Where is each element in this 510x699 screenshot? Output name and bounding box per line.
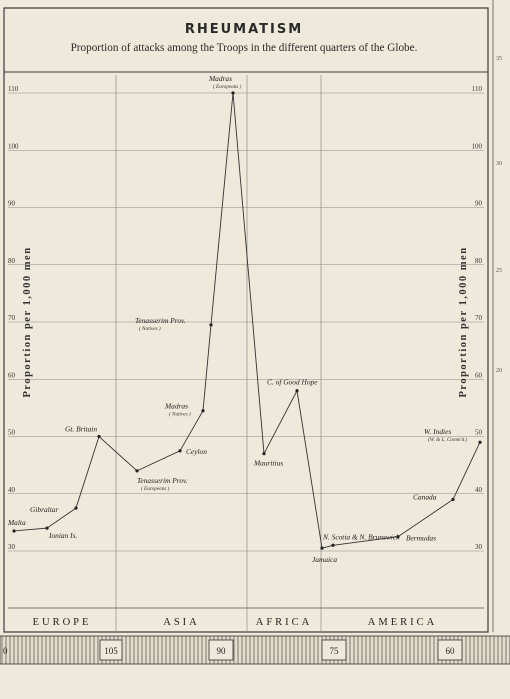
- y-tick-label-left: 110: [8, 85, 19, 93]
- y-tick-label-left: 70: [8, 314, 16, 322]
- data-point: [295, 389, 299, 393]
- y-tick-label-left: 30: [8, 543, 16, 551]
- point-label: N. Scotia & N. Brunswick: [322, 532, 400, 541]
- margin-number: 30: [496, 161, 502, 167]
- y-tick-label-right: 40: [475, 486, 483, 494]
- y-tick-label-right: 100: [472, 142, 483, 150]
- data-point: [231, 91, 235, 95]
- region-label: EUROPE: [33, 617, 92, 628]
- margin-number: 20: [496, 368, 502, 374]
- point-label: Bermudas: [406, 534, 436, 543]
- y-tick-label-left: 90: [8, 200, 16, 208]
- point-label: Gibraltar: [30, 505, 58, 514]
- region-label: AFRICA: [256, 617, 313, 628]
- data-point: [97, 434, 101, 439]
- point-label: Madras: [164, 402, 188, 411]
- point-label: Jamaica: [312, 555, 337, 564]
- scale-label: 60: [446, 646, 456, 656]
- y-axis-label-left: Proportion per 1,000 men: [22, 246, 33, 397]
- region-label: AMERICA: [368, 617, 437, 628]
- scale-bar: [0, 635, 510, 665]
- data-point: [451, 497, 455, 502]
- data-point: [74, 506, 78, 510]
- point-label: Ceylon: [186, 447, 207, 456]
- y-tick-label-right: 110: [472, 85, 483, 93]
- scale-label: 75: [330, 646, 340, 656]
- point-label: Ionian Is.: [48, 531, 77, 540]
- data-point: [396, 535, 400, 539]
- series-line: [13, 92, 481, 549]
- point-label: W. Indies: [424, 427, 451, 436]
- y-tick-label-right: 80: [475, 257, 483, 265]
- scale-box: [208, 639, 234, 661]
- point-label: Malta: [7, 518, 26, 527]
- data-point: [178, 449, 182, 453]
- data-point: [201, 409, 205, 413]
- data-point: [135, 469, 139, 473]
- y-tick-label-right: 50: [475, 429, 483, 437]
- margin-number: 35: [496, 56, 502, 62]
- point-label: C. of Good Hope: [267, 378, 318, 387]
- data-point: [320, 546, 324, 550]
- y-axis-label-right: Proportion per 1,000 men: [458, 246, 469, 397]
- point-sublabel: ( Natives ): [139, 325, 161, 332]
- chart-subtitle: Proportion of attacks among the Troops i…: [70, 42, 418, 54]
- outer-frame: [3, 7, 489, 633]
- chart-title: RHEUMATISM: [184, 22, 304, 37]
- scale-box: [321, 639, 347, 661]
- data-point: [262, 452, 266, 456]
- scale-label: 90: [217, 646, 227, 656]
- y-tick-label-left: 50: [8, 429, 16, 437]
- data-point: [12, 529, 16, 533]
- data-point: [331, 543, 335, 547]
- scale-box: [437, 639, 463, 661]
- point-sublabel: ( Natives ): [169, 411, 191, 418]
- scale-label: 105: [104, 646, 118, 656]
- data-point: [209, 323, 213, 327]
- y-tick-label-right: 60: [475, 371, 483, 379]
- data-point: [478, 440, 482, 444]
- y-tick-label-left: 60: [8, 371, 16, 379]
- y-tick-label-right: 90: [475, 200, 483, 208]
- data-point: [45, 526, 49, 530]
- region-label: ASIA: [163, 617, 200, 628]
- point-label: Mauritius: [253, 459, 283, 468]
- y-tick-label-left: 100: [8, 142, 19, 150]
- scale-label-partial: 0: [3, 646, 8, 656]
- y-tick-label-left: 80: [8, 257, 16, 265]
- point-label: Canada: [413, 492, 437, 501]
- point-sublabel: ( Europeans ): [141, 485, 170, 492]
- y-tick-label-left: 40: [8, 486, 16, 494]
- y-tick-label-right: 70: [475, 314, 483, 322]
- point-sublabel: ( Europeans ): [213, 83, 242, 90]
- y-tick-label-right: 30: [475, 543, 483, 551]
- point-sublabel: (W. & L. Comm'd.): [428, 436, 468, 443]
- point-label: Gt. Britain: [65, 425, 97, 434]
- point-label: Madras: [208, 74, 232, 83]
- point-label: Tenasserim Prov.: [135, 316, 186, 325]
- margin-number: 25: [496, 268, 502, 274]
- scale-box: [99, 639, 123, 661]
- point-label: Tenasserim Prov.: [137, 476, 188, 485]
